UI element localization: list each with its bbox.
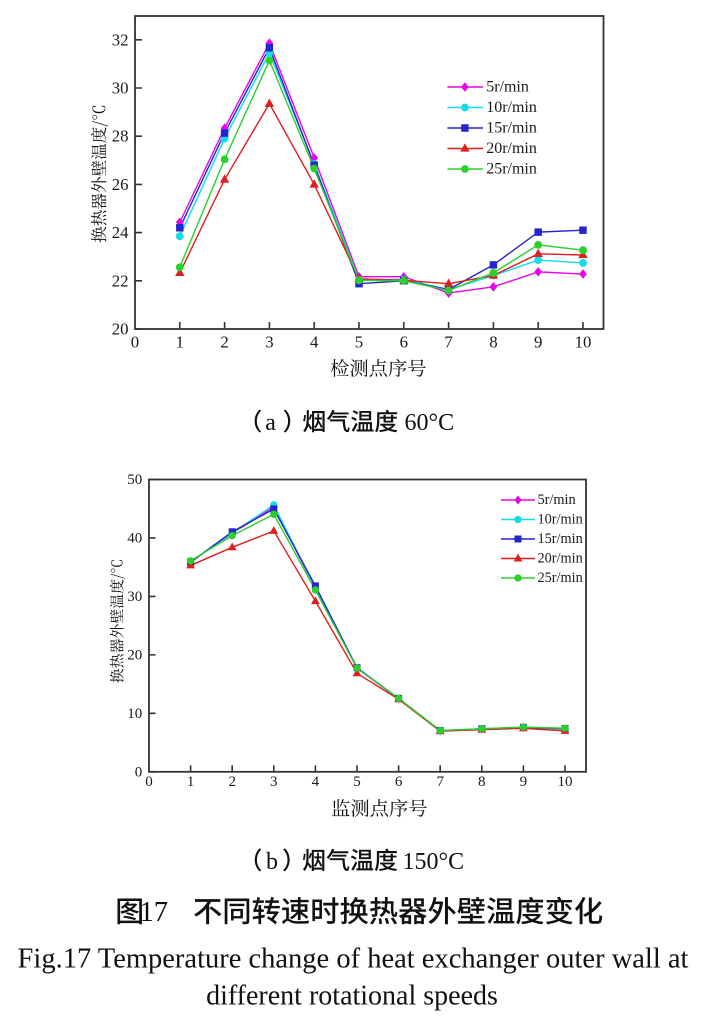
svg-text:9: 9 (520, 774, 528, 790)
svg-text:20: 20 (127, 647, 142, 663)
svg-text:28: 28 (112, 127, 129, 146)
svg-text:15r/min: 15r/min (538, 531, 583, 547)
svg-text:10r/min: 10r/min (538, 512, 583, 528)
svg-text:b: b (266, 849, 278, 875)
svg-text:5r/min: 5r/min (538, 492, 576, 508)
svg-text:20r/min: 20r/min (538, 551, 583, 567)
svg-text:17: 17 (140, 897, 169, 928)
svg-text:25r/min: 25r/min (486, 161, 537, 178)
svg-text:60°C: 60°C (405, 410, 455, 436)
svg-text:2: 2 (228, 774, 236, 790)
svg-text:8: 8 (489, 333, 497, 352)
svg-text:25r/min: 25r/min (538, 570, 583, 586)
svg-text:150°C: 150°C (403, 849, 465, 875)
svg-text:0: 0 (135, 764, 143, 780)
svg-text:7: 7 (444, 333, 452, 352)
svg-text:30: 30 (127, 589, 142, 605)
svg-text:6: 6 (395, 774, 403, 790)
svg-text:3: 3 (265, 333, 273, 352)
svg-text:30: 30 (112, 79, 129, 98)
svg-text:5: 5 (355, 333, 363, 352)
svg-text:24: 24 (112, 223, 129, 242)
svg-text:5r/min: 5r/min (486, 79, 529, 96)
svg-text:different rotational speeds: different rotational speeds (206, 981, 498, 1012)
svg-text:2: 2 (220, 333, 228, 352)
svg-text:1: 1 (176, 333, 184, 352)
svg-text:4: 4 (310, 333, 319, 352)
svg-text:32: 32 (112, 30, 129, 49)
svg-text:40: 40 (127, 530, 142, 546)
svg-text:5: 5 (353, 774, 361, 790)
svg-text:26: 26 (112, 175, 129, 194)
svg-text:20: 20 (112, 320, 129, 339)
svg-text:20r/min: 20r/min (486, 140, 537, 157)
svg-text:8: 8 (478, 774, 486, 790)
svg-text:15r/min: 15r/min (486, 120, 537, 137)
svg-text:10: 10 (575, 333, 592, 352)
svg-text:10r/min: 10r/min (486, 99, 537, 116)
svg-text:3: 3 (270, 774, 278, 790)
svg-text:50: 50 (127, 472, 142, 488)
svg-text:9: 9 (534, 333, 542, 352)
svg-text:4: 4 (312, 774, 320, 790)
svg-text:7: 7 (436, 774, 444, 790)
svg-text:1: 1 (187, 774, 195, 790)
svg-text:a: a (265, 410, 276, 436)
svg-text:0: 0 (131, 333, 139, 352)
svg-text:10: 10 (558, 774, 573, 790)
svg-text:22: 22 (112, 271, 129, 290)
svg-text:Fig.17 Temperature change of h: Fig.17 Temperature change of heat exchan… (18, 944, 689, 975)
svg-text:6: 6 (400, 333, 408, 352)
svg-text:10: 10 (127, 706, 142, 722)
svg-text:0: 0 (145, 774, 153, 790)
